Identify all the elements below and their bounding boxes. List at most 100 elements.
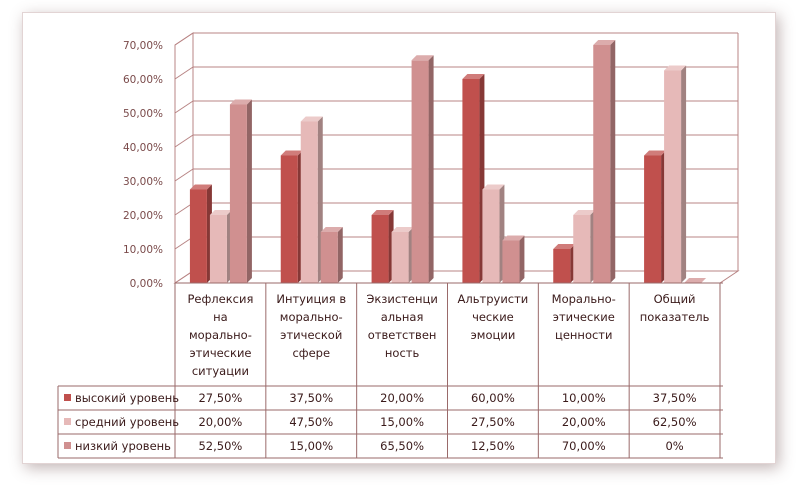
legend-label: средний уровень [75,415,179,429]
y-tick-label: 50,00% [123,108,163,120]
bar [482,189,500,283]
data-cell: 15,00% [380,415,424,429]
legend-key [64,394,71,401]
category-label: Морально- [552,292,616,306]
data-cell: 37,50% [289,391,333,405]
gridline-side [174,32,194,46]
data-cell: 20,00% [562,415,606,429]
category-label: альная [381,310,424,324]
category-label: морально- [280,310,343,324]
legend-key [64,442,71,449]
category-label: Экзистенци [366,292,437,306]
category-label: Общий [654,292,696,306]
bar-top [684,278,707,283]
category-label: сфере [292,346,330,360]
category-label: Интуиция в [276,292,346,306]
category-label: ценности [555,328,612,342]
category-label: этические [189,346,251,360]
category-label: Рефлексия [187,292,253,306]
bar-top [280,150,303,156]
category-label: эмоции [471,328,516,342]
bar-side [610,40,616,283]
bar-top [209,210,232,215]
data-cell: 0% [665,439,683,453]
bar-top [391,227,414,232]
bar [320,232,338,283]
bar [573,215,591,283]
y-tick-label: 20,00% [123,210,163,222]
bar-side [337,227,343,283]
category-label: ситуации [192,364,249,378]
bar [502,240,520,283]
bar-side [681,65,687,283]
data-cell: 37,50% [653,391,697,405]
category-label: ческие [472,310,514,324]
legend-label: низкий уровень [75,439,171,453]
data-cell: 62,50% [653,415,697,429]
category-label: Альтруисти [458,292,529,306]
category-label: этические [553,310,615,324]
data-cell: 52,50% [198,439,242,453]
data-cell: 10,00% [562,391,606,405]
data-cell: 20,00% [198,415,242,429]
data-cell: 27,50% [198,391,242,405]
data-cell: 60,00% [471,391,515,405]
bar-top [593,40,616,45]
data-cell: 20,00% [380,391,424,405]
bar-side [246,99,252,283]
bar-top [462,74,485,79]
bar [280,155,298,283]
bar-top [502,235,525,241]
bar [391,232,409,283]
category-label: морально- [189,328,252,342]
bar-top [320,227,343,232]
data-cell: 70,00% [562,439,606,453]
gridline-side [174,100,194,114]
data-cell: 65,50% [380,439,424,453]
y-tick-label: 60,00% [123,74,163,86]
bar [411,60,429,283]
bar-top [300,116,323,122]
bar-top [664,65,687,71]
legend-label: высокий уровень [75,391,179,405]
data-cell: 15,00% [289,439,333,453]
bar-top [573,210,596,215]
bar [462,79,480,283]
gridline-side [174,168,194,182]
bar [664,70,682,283]
y-tick-label: 10,00% [123,244,163,256]
gridline-side [174,66,194,80]
bar-top [411,55,434,61]
bar [189,189,207,283]
data-cell: 27,50% [471,415,515,429]
category-label: ответствен [368,328,437,342]
gridline-side [174,134,194,148]
bar [300,121,318,283]
category-label: показатель [640,310,710,324]
bar-top [644,150,667,156]
bar-side [428,55,434,283]
bar [553,249,571,283]
bar-top [229,99,252,105]
bar-top [553,244,576,249]
category-label: на [213,310,228,324]
category-label: этической [280,328,342,342]
data-cell: 47,50% [289,415,333,429]
bar-top [189,184,212,190]
bar [593,45,611,283]
bar-top [371,210,394,215]
y-tick-label: 70,00% [123,40,163,52]
legend-key [64,418,71,425]
bar [371,215,389,283]
category-label: ность [385,346,420,360]
bar [229,104,247,283]
bar [644,155,662,283]
bar-top [482,184,505,190]
bar [209,215,227,283]
y-tick-label: 40,00% [123,142,163,154]
y-tick-label: 0,00% [130,278,163,290]
y-tick-label: 30,00% [123,176,163,188]
bar-side [519,235,525,283]
data-cell: 12,50% [471,439,515,453]
